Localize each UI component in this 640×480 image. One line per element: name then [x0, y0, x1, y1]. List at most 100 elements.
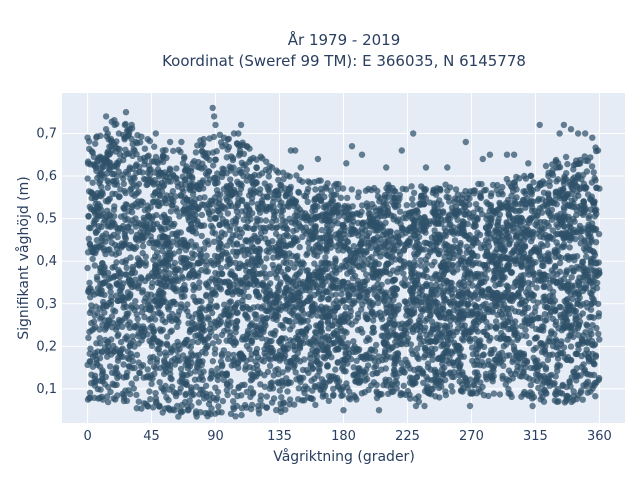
data-point	[460, 337, 467, 344]
data-point	[542, 366, 550, 373]
data-point	[510, 346, 518, 353]
data-point	[283, 317, 290, 324]
data-point	[591, 379, 598, 387]
data-point	[295, 313, 302, 321]
data-point	[150, 326, 157, 333]
data-point	[355, 310, 362, 318]
data-point	[488, 258, 496, 266]
data-point	[295, 328, 302, 336]
data-point	[88, 319, 95, 327]
data-point	[334, 359, 341, 366]
data-point	[215, 245, 222, 253]
data-point	[129, 338, 137, 345]
data-point	[332, 366, 339, 373]
data-point	[557, 341, 565, 348]
data-point	[445, 360, 453, 367]
data-point	[235, 180, 242, 188]
data-point	[90, 325, 97, 333]
data-point	[209, 340, 217, 347]
data-point	[253, 221, 260, 228]
data-point	[101, 159, 109, 166]
data-point	[487, 373, 494, 380]
data-point	[127, 281, 134, 288]
data-point	[428, 318, 436, 325]
data-point	[314, 203, 321, 210]
data-point	[242, 335, 250, 343]
data-point	[182, 390, 190, 397]
data-point	[468, 213, 476, 220]
data-point	[590, 342, 597, 349]
data-point	[323, 248, 330, 255]
data-point	[480, 292, 487, 299]
data-point	[250, 277, 258, 284]
data-point	[272, 208, 280, 215]
data-point	[184, 365, 192, 372]
data-point	[566, 310, 573, 317]
data-point	[419, 283, 426, 291]
data-point	[510, 248, 518, 255]
data-point	[577, 284, 584, 291]
data-point	[506, 296, 513, 303]
data-point	[532, 344, 540, 352]
data-point	[409, 326, 416, 333]
data-point	[467, 312, 475, 319]
data-point	[217, 240, 224, 248]
data-point	[580, 199, 587, 206]
data-point	[506, 241, 513, 248]
data-point	[552, 231, 560, 238]
data-point	[113, 381, 120, 388]
data-point	[431, 258, 438, 266]
data-point	[287, 379, 294, 386]
data-point	[314, 274, 322, 281]
data-point	[320, 235, 327, 242]
data-point	[310, 336, 317, 343]
data-point	[89, 363, 97, 370]
data-point	[112, 370, 119, 377]
data-point	[113, 163, 120, 170]
data-point	[159, 247, 166, 255]
data-point	[567, 343, 575, 350]
data-point	[584, 371, 592, 378]
data-point	[124, 348, 132, 355]
data-point	[183, 378, 190, 386]
data-point	[484, 324, 491, 331]
data-point	[359, 329, 366, 336]
data-point	[94, 276, 101, 283]
data-point	[106, 347, 114, 354]
data-point	[262, 296, 269, 303]
data-point	[452, 316, 460, 323]
data-point	[306, 354, 314, 362]
data-point	[211, 214, 219, 221]
data-point	[437, 307, 444, 314]
data-point	[325, 372, 333, 380]
data-point	[449, 293, 456, 300]
data-point	[553, 344, 560, 351]
data-point	[222, 220, 230, 227]
data-point	[391, 311, 398, 319]
data-point	[89, 288, 96, 295]
data-point	[513, 241, 520, 248]
data-point	[520, 280, 527, 287]
data-point	[397, 340, 404, 348]
data-point	[566, 244, 573, 251]
data-point	[315, 213, 322, 220]
data-point	[216, 200, 223, 207]
data-point	[181, 339, 188, 347]
data-point	[459, 218, 466, 225]
data-point	[392, 378, 399, 385]
data-point	[298, 209, 306, 216]
data-point	[150, 256, 157, 264]
data-point	[267, 270, 274, 277]
data-point	[595, 310, 603, 317]
data-point	[238, 392, 245, 399]
data-point	[319, 294, 326, 302]
data-point	[285, 203, 292, 210]
data-point	[126, 166, 133, 173]
data-point	[570, 203, 578, 211]
data-point	[166, 302, 174, 309]
data-point	[568, 190, 575, 197]
data-point	[429, 299, 436, 306]
data-point	[148, 380, 155, 388]
data-point	[86, 279, 93, 286]
data-point	[195, 260, 203, 267]
